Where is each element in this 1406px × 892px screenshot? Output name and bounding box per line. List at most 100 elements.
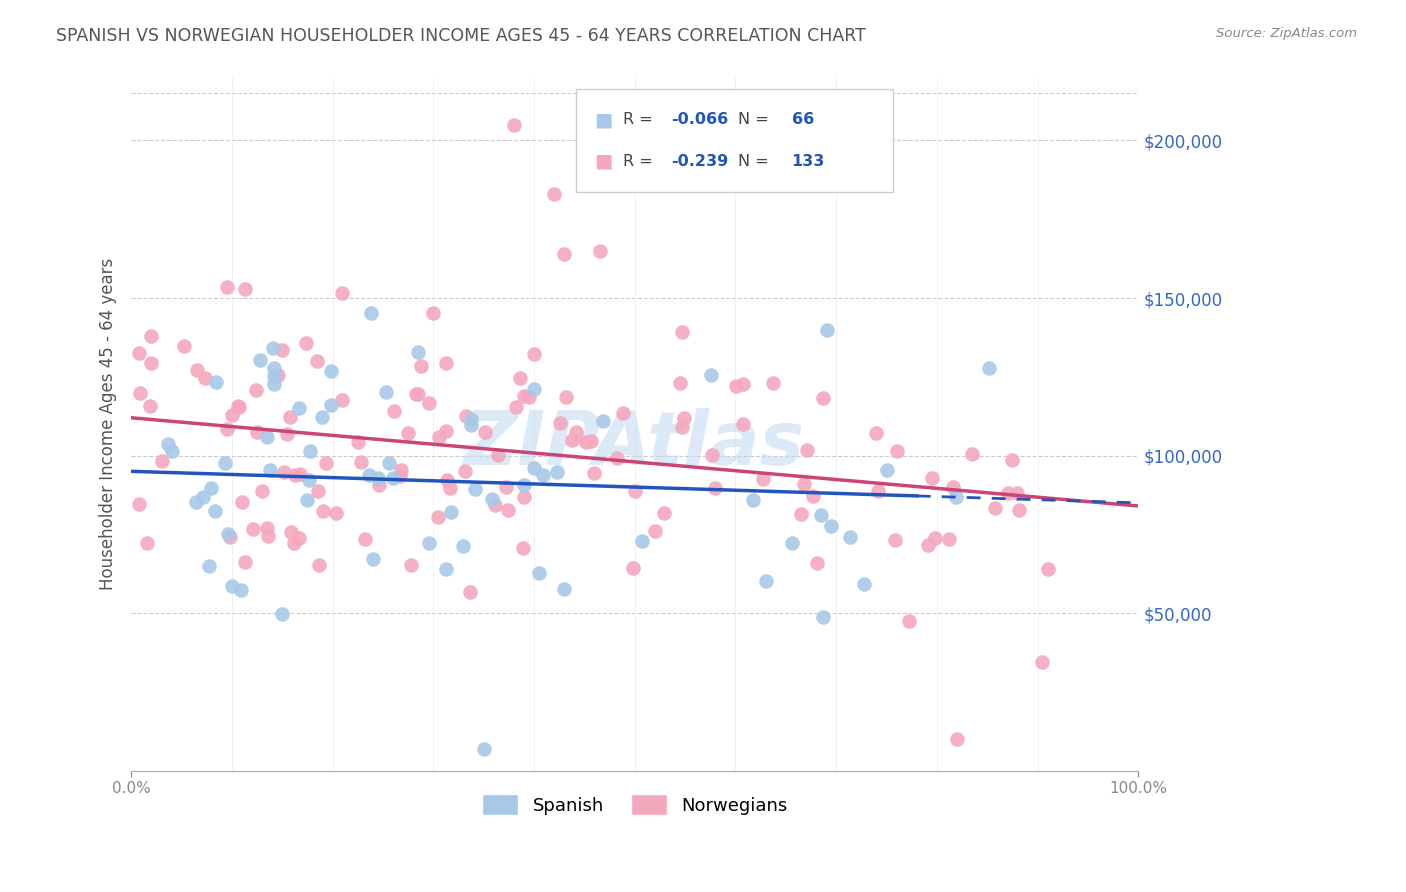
Point [731, 417, 754, 431]
Point [246, 425, 269, 439]
Point [307, 484, 329, 499]
Legend: Spanish, Norwegians: Spanish, Norwegians [472, 785, 797, 824]
Point [128, 497, 150, 511]
Point [612, 406, 634, 420]
Text: N =: N = [738, 112, 775, 128]
Point [406, 387, 429, 401]
Point [399, 558, 422, 572]
Point [308, 558, 330, 572]
Point [267, 368, 290, 382]
Point [422, 306, 444, 320]
Text: ■: ■ [595, 111, 613, 129]
Point [375, 384, 398, 399]
Point [820, 518, 842, 533]
Point [198, 558, 221, 573]
Point [228, 400, 250, 414]
Point [886, 444, 908, 458]
Point [997, 486, 1019, 500]
Point [200, 481, 222, 495]
Point [295, 335, 318, 350]
Point [513, 478, 536, 492]
Point [259, 463, 281, 477]
Point [139, 399, 162, 413]
Point [780, 535, 803, 549]
Point [353, 532, 375, 546]
Point [434, 562, 457, 576]
Point [460, 417, 482, 432]
Point [221, 579, 243, 593]
Point [367, 471, 389, 485]
Point [288, 531, 311, 545]
Point [1008, 503, 1031, 517]
Point [405, 386, 427, 401]
Point [548, 416, 571, 430]
Point [503, 118, 526, 132]
Point [439, 481, 461, 495]
Point [811, 610, 834, 624]
Point [434, 356, 457, 370]
Point [276, 427, 298, 442]
Point [235, 555, 257, 569]
Point [561, 433, 583, 447]
Point [280, 410, 302, 425]
Point [141, 356, 163, 370]
Point [426, 510, 449, 524]
Point [883, 533, 905, 547]
Point [523, 347, 546, 361]
Point [263, 376, 285, 391]
Text: ZIPAtlas: ZIPAtlas [464, 409, 806, 482]
Text: 133: 133 [792, 153, 825, 169]
Point [330, 392, 353, 407]
Point [897, 614, 920, 628]
Point [474, 425, 496, 439]
Text: 66: 66 [792, 112, 814, 128]
Point [263, 369, 285, 384]
Point [523, 383, 546, 397]
Point [868, 483, 890, 498]
Point [484, 498, 506, 512]
Point [733, 377, 755, 392]
Point [838, 530, 860, 544]
Point [630, 533, 652, 548]
Point [755, 574, 778, 588]
Point [217, 526, 239, 541]
Point [876, 463, 898, 477]
Text: R =: R = [623, 153, 658, 169]
Point [204, 504, 226, 518]
Point [361, 551, 384, 566]
Point [1031, 655, 1053, 669]
Point [592, 413, 614, 427]
Point [305, 354, 328, 368]
Point [704, 482, 727, 496]
Point [531, 468, 554, 483]
Point [1007, 486, 1029, 500]
Text: SPANISH VS NORWEGIAN HOUSEHOLDER INCOME AGES 45 - 64 YEARS CORRELATION CHART: SPANISH VS NORWEGIAN HOUSEHOLDER INCOME … [56, 27, 866, 45]
Point [231, 583, 253, 598]
Text: ■: ■ [595, 152, 613, 170]
Point [917, 538, 939, 552]
Point [512, 541, 534, 556]
Point [191, 490, 214, 504]
Point [378, 456, 401, 470]
Point [270, 607, 292, 622]
Point [129, 385, 152, 400]
Point [582, 466, 605, 480]
Point [496, 503, 519, 517]
Point [565, 425, 588, 440]
Point [644, 524, 666, 539]
Point [454, 409, 477, 423]
Y-axis label: Householder Income Ages 45 - 64 years: Householder Income Ages 45 - 64 years [100, 258, 117, 591]
Point [156, 437, 179, 451]
Point [801, 490, 824, 504]
Point [454, 464, 477, 478]
Point [128, 345, 150, 359]
Point [523, 460, 546, 475]
Point [357, 467, 380, 482]
Point [815, 323, 838, 337]
Point [938, 532, 960, 546]
Point [205, 376, 228, 390]
Point [464, 483, 486, 497]
Point [458, 585, 481, 599]
Point [245, 383, 267, 397]
Point [505, 401, 527, 415]
